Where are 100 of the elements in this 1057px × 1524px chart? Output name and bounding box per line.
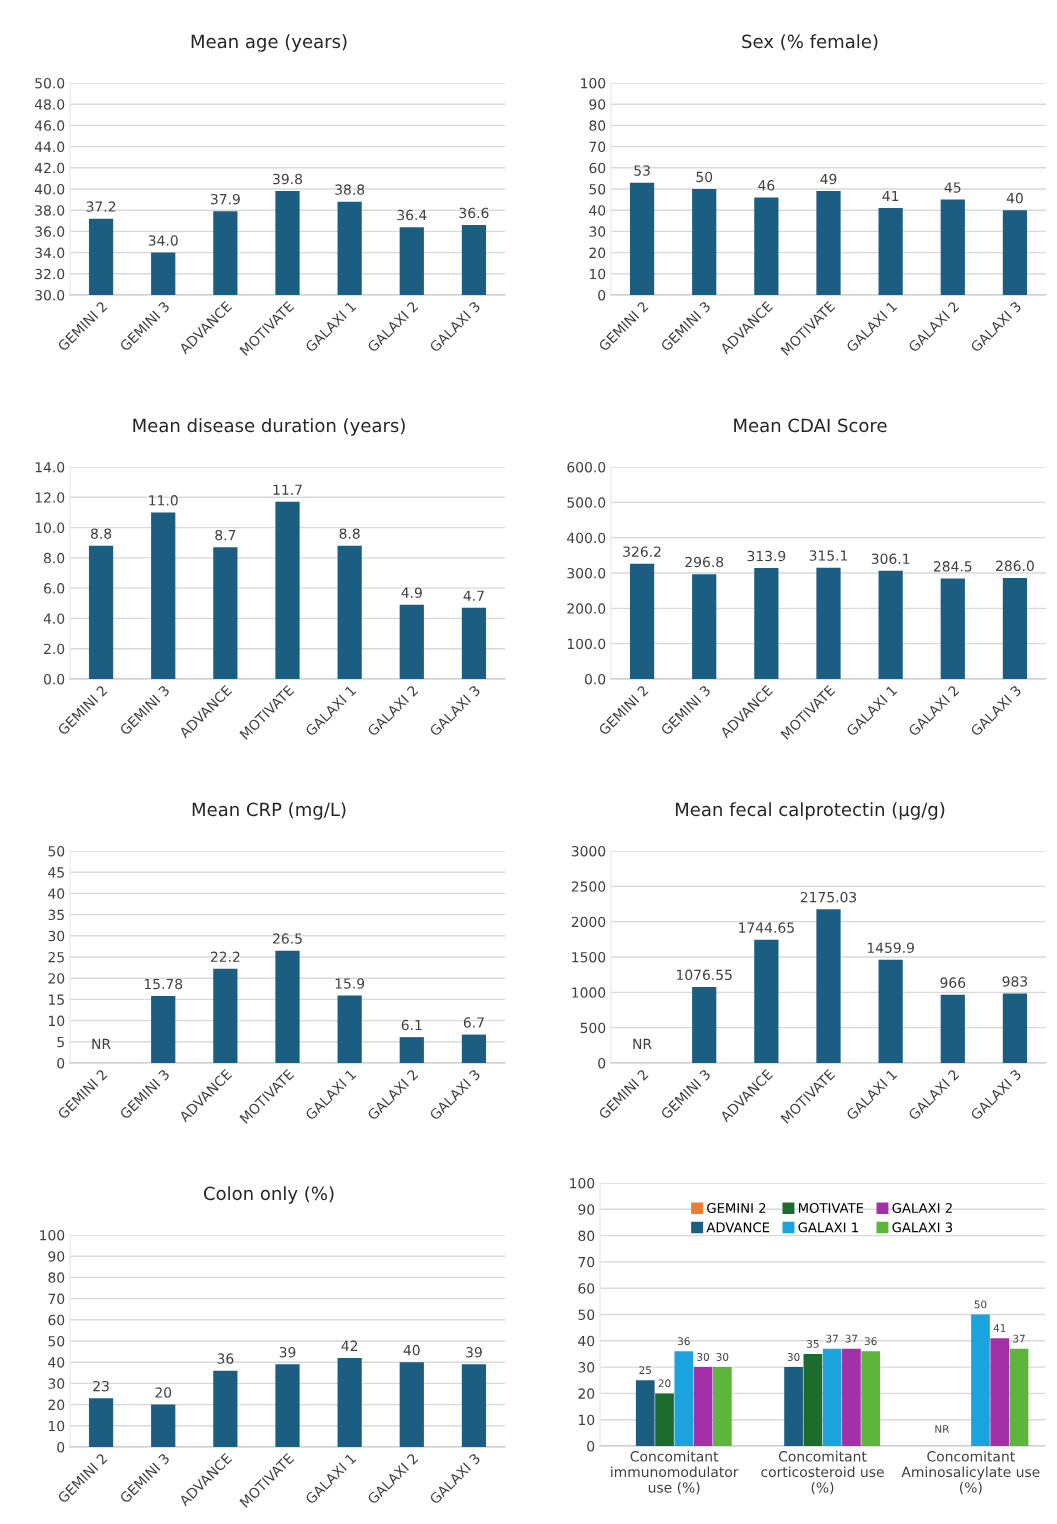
data-label: 50 bbox=[974, 1300, 987, 1309]
y-tick-label: 32.0 bbox=[35, 268, 65, 280]
data-label: 39 bbox=[466, 1346, 482, 1358]
y-tick-label: 80 bbox=[589, 120, 606, 131]
chart-title: Mean age (years) bbox=[191, 34, 347, 52]
bar bbox=[692, 986, 717, 1063]
data-label: 50 bbox=[696, 171, 713, 183]
y-tick-label: 10.0 bbox=[35, 522, 65, 534]
bar bbox=[784, 1367, 803, 1446]
data-label: 36 bbox=[677, 1337, 690, 1346]
bar bbox=[399, 1037, 424, 1063]
data-label: 37.2 bbox=[86, 201, 116, 212]
bar bbox=[990, 1338, 1010, 1446]
y-tick-label: 20 bbox=[48, 1399, 65, 1411]
y-tick-label: 36.0 bbox=[35, 226, 65, 237]
bar bbox=[275, 950, 300, 1063]
data-label: 6.1 bbox=[401, 1019, 422, 1031]
text: NR bbox=[92, 1038, 111, 1049]
y-tick-label: 20 bbox=[578, 1388, 595, 1399]
y-tick-label: 50 bbox=[589, 183, 606, 195]
bar bbox=[842, 1348, 861, 1446]
bar bbox=[754, 197, 779, 295]
bar bbox=[629, 563, 655, 679]
data-label: 36 bbox=[217, 1353, 234, 1364]
data-label: 2175.03 bbox=[800, 891, 857, 903]
y-tick-label: 30 bbox=[48, 1378, 65, 1389]
y-tick-label: 20 bbox=[48, 973, 65, 984]
x-tick-label: Concomitant Aminosalicylate use (%) bbox=[901, 1450, 1040, 1495]
chart-title: Colon only (%) bbox=[203, 1186, 334, 1204]
y-tick-label: 70 bbox=[578, 1256, 595, 1268]
y-tick-label: 44.0 bbox=[34, 141, 65, 153]
y-tick-label: 0 bbox=[57, 1057, 65, 1069]
data-label: 1744.65 bbox=[739, 922, 794, 933]
bar bbox=[940, 994, 965, 1063]
y-tick-label: 6.0 bbox=[44, 583, 65, 594]
data-label: 22.2 bbox=[210, 951, 240, 962]
chart-title: Mean disease duration (years) bbox=[133, 418, 405, 436]
y-tick-label: 2.0 bbox=[44, 643, 65, 655]
data-label: 4.7 bbox=[463, 590, 484, 601]
data-label: 966 bbox=[940, 977, 966, 988]
bar bbox=[213, 968, 238, 1063]
bar bbox=[692, 574, 717, 679]
bar bbox=[693, 1367, 713, 1446]
data-label: 37.9 bbox=[210, 193, 240, 205]
data-label: 284.5 bbox=[933, 561, 972, 572]
data-label: 41 bbox=[882, 190, 899, 202]
data-label: 42 bbox=[341, 1340, 358, 1351]
bar bbox=[816, 191, 841, 295]
data-label: 1076.55 bbox=[677, 969, 732, 981]
y-tick-label: 25 bbox=[48, 951, 64, 963]
bar bbox=[275, 501, 300, 679]
y-tick-label: 50.0 bbox=[35, 77, 65, 89]
data-label: 8.8 bbox=[339, 528, 360, 539]
y-tick-label: 42.0 bbox=[34, 162, 65, 174]
y-tick-label: 15 bbox=[48, 994, 64, 1005]
data-label: 40 bbox=[1006, 192, 1023, 204]
data-label: 313.9 bbox=[747, 550, 786, 562]
y-tick-label: 3000 bbox=[571, 845, 606, 857]
y-tick-label: 14.0 bbox=[35, 461, 65, 473]
y-tick-label: 4.0 bbox=[43, 613, 65, 624]
data-label: 25 bbox=[639, 1366, 651, 1375]
data-label: 26.5 bbox=[273, 933, 302, 944]
data-label: 40 bbox=[403, 1344, 420, 1356]
bar bbox=[461, 1034, 487, 1063]
bar bbox=[461, 1364, 487, 1447]
data-label: 286.0 bbox=[996, 560, 1034, 572]
y-tick-label: 34.0 bbox=[35, 247, 65, 259]
bar bbox=[816, 909, 841, 1063]
legend-label: GALAXI 1 bbox=[798, 1222, 858, 1233]
y-tick-label: 500 bbox=[580, 1022, 606, 1034]
data-label: 20 bbox=[658, 1379, 671, 1388]
y-tick-label: 20 bbox=[589, 247, 606, 259]
y-tick-label: 70 bbox=[589, 141, 606, 153]
y-tick-label: 1500 bbox=[572, 951, 606, 963]
bar bbox=[213, 1370, 238, 1447]
y-tick-label: 50 bbox=[48, 1335, 65, 1347]
data-label: 296.8 bbox=[685, 556, 724, 568]
legend-label: ADVANCE bbox=[706, 1222, 770, 1233]
y-tick-label: 600.0 bbox=[567, 461, 606, 473]
bar bbox=[635, 1380, 655, 1446]
y-tick-label: 5 bbox=[57, 1036, 64, 1048]
bar bbox=[1002, 210, 1028, 295]
bar bbox=[629, 182, 655, 295]
legend-label: GALAXI 3 bbox=[892, 1222, 953, 1233]
y-tick-label: 90 bbox=[578, 1204, 595, 1215]
data-label: 6.7 bbox=[463, 1017, 484, 1028]
y-tick-label: 35 bbox=[48, 909, 64, 921]
bar bbox=[803, 1353, 823, 1446]
y-tick-label: 300.0 bbox=[567, 567, 606, 579]
data-label: 37 bbox=[1013, 1334, 1025, 1343]
data-label: 41 bbox=[993, 1324, 1006, 1332]
y-tick-label: 0 bbox=[598, 1057, 606, 1069]
y-tick-label: 100.0 bbox=[567, 638, 606, 650]
bar bbox=[940, 578, 965, 679]
y-tick-label: 90 bbox=[48, 1251, 65, 1262]
y-tick-label: 500.0 bbox=[567, 497, 606, 508]
y-tick-label: 10 bbox=[578, 1414, 595, 1426]
y-tick-label: 60 bbox=[589, 162, 606, 174]
data-label: 8.8 bbox=[90, 528, 112, 539]
data-label: 11.0 bbox=[149, 495, 178, 506]
